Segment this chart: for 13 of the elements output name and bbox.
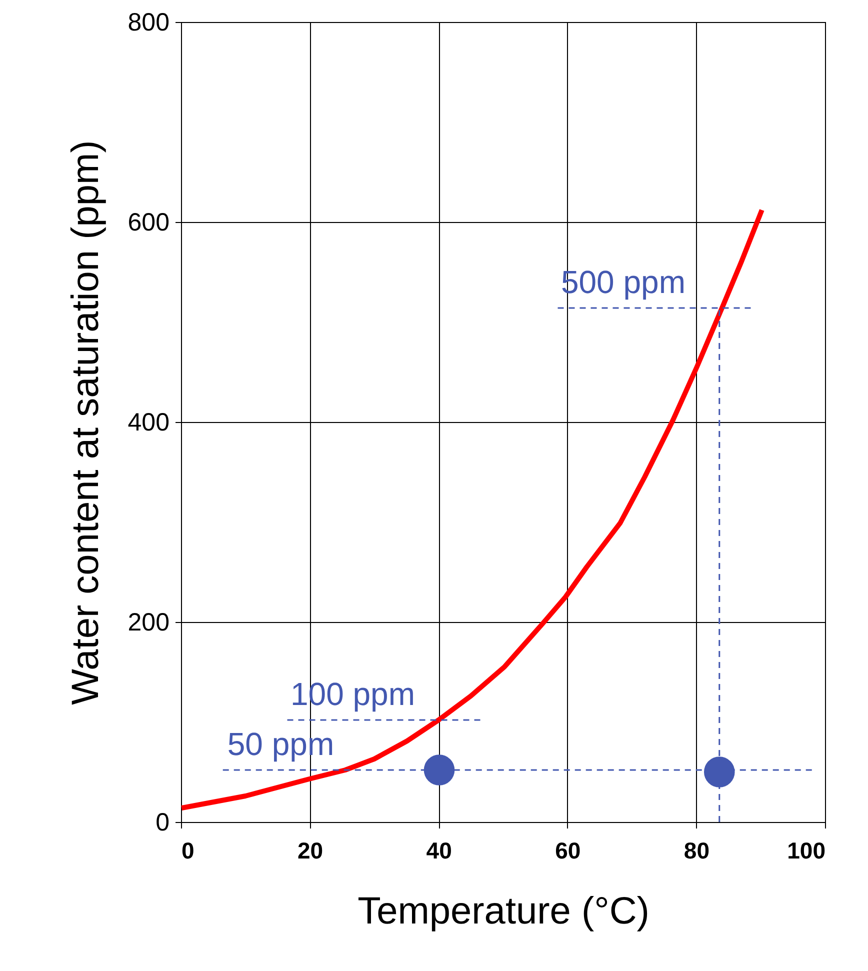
x-axis-title: Temperature (°C) xyxy=(358,890,650,932)
x-tick-label: 60 xyxy=(555,838,581,864)
y-tick-label: 200 xyxy=(128,608,170,636)
x-tick-label: 100 xyxy=(787,838,826,864)
x-tick-label: 0 xyxy=(182,838,194,864)
y-tick-label: 600 xyxy=(128,208,170,236)
y-tick-label: 400 xyxy=(128,408,170,436)
y-tick-label: 0 xyxy=(156,808,170,836)
y-axis-title: Water content at saturation (ppm) xyxy=(64,140,107,705)
x-tick-label: 40 xyxy=(426,838,452,864)
x-tick-label: 80 xyxy=(684,838,710,864)
x-tick-label: 20 xyxy=(298,838,324,864)
y-tick-label: 800 xyxy=(128,8,170,36)
